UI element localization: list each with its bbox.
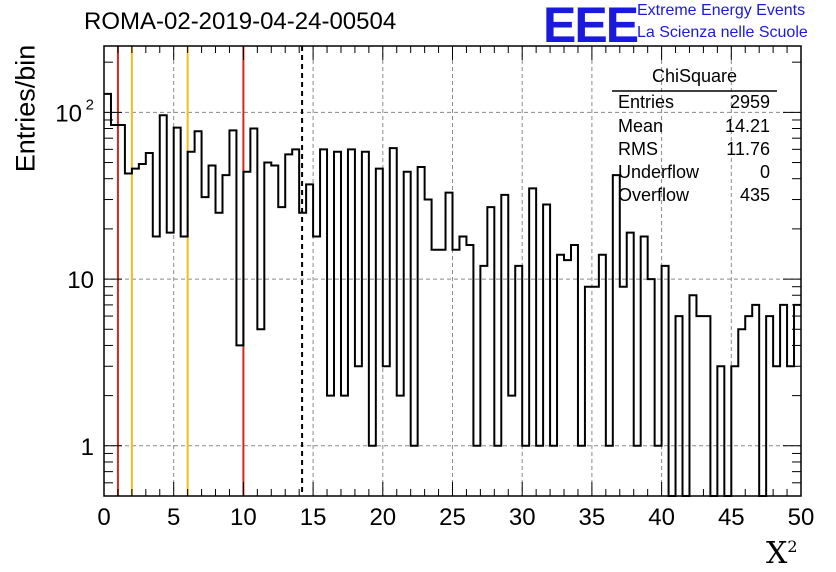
x-axis-label-base: X — [766, 536, 788, 571]
y-tick-label: 10 — [55, 100, 82, 127]
y-axis-label: Entries/bin — [10, 44, 41, 173]
x-tick-label: 15 — [300, 504, 327, 531]
x-tick-label: 25 — [439, 504, 466, 531]
stats-label: Entries — [618, 92, 675, 112]
x-tick-label: 50 — [788, 504, 815, 531]
stats-label: Underflow — [618, 162, 700, 182]
stats-row-mean: Mean 14.21 — [618, 116, 770, 137]
logo-line-2: La Scienza nelle Scuole — [637, 24, 808, 41]
logo-line-1: Extreme Energy Events — [637, 2, 806, 19]
x-tick-label: 0 — [97, 504, 110, 531]
y-tick-label-sup: 2 — [86, 96, 94, 113]
x-axis-label-sup: 2 — [787, 537, 798, 556]
stats-value: 14.21 — [724, 116, 770, 136]
stats-row-overflow: Overflow 435 — [618, 185, 770, 206]
stats-value: 435 — [739, 185, 770, 205]
stats-label: Overflow — [618, 185, 690, 205]
grid — [104, 46, 801, 496]
stats-row-underflow: Underflow 0 — [618, 162, 770, 183]
run-title: ROMA-02-2019-04-24-00504 — [84, 8, 397, 35]
histogram-series — [104, 92, 801, 497]
eee-logo: EEE — [543, 0, 639, 53]
x-tick-label: 40 — [648, 504, 675, 531]
y-tick-label: 1 — [81, 434, 94, 461]
stats-value: 2959 — [729, 92, 770, 112]
stats-value: 11.76 — [726, 139, 770, 159]
stats-title: ChiSquare — [651, 66, 738, 86]
stats-value: 0 — [759, 162, 770, 182]
axis-ticks — [103, 46, 802, 497]
x-tick-label: 20 — [369, 504, 396, 531]
stats-label: Mean — [618, 116, 664, 136]
stats-row-rms: RMS 11.76 — [618, 139, 770, 160]
stats-label: RMS — [618, 139, 658, 159]
x-tick-label: 35 — [579, 504, 606, 531]
stats-row-entries: Entries 2959 — [618, 92, 770, 113]
reference-lines — [116, 46, 304, 496]
x-tick-label: 5 — [167, 504, 180, 531]
x-tick-label: 30 — [509, 504, 536, 531]
x-tick-label: 10 — [230, 504, 257, 531]
x-axis-label: X2 — [766, 536, 798, 571]
x-tick-label: 45 — [718, 504, 745, 531]
y-tick-label: 10 — [67, 267, 94, 294]
